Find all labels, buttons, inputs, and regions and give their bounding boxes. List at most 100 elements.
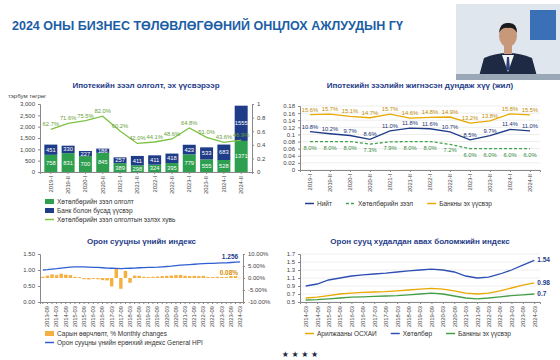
axis-line	[41, 173, 253, 175]
tick-mark	[185, 302, 186, 304]
tick-label: 2024-I	[507, 174, 513, 191]
legend-swatch	[305, 333, 314, 335]
tick-label: 0.2	[257, 156, 266, 162]
tick-label: 2018-03	[127, 306, 133, 327]
tick-mark	[189, 172, 190, 174]
tick-mark	[137, 172, 138, 174]
tick-mark	[162, 302, 163, 304]
tick: 2016-03	[349, 302, 355, 327]
tick-label: 1.1	[287, 275, 296, 281]
tick-mark	[230, 302, 231, 304]
tick-label: 2019-03	[145, 306, 151, 327]
bar	[235, 141, 248, 172]
tick: 0.02	[283, 160, 300, 166]
tick-label: 1.3	[287, 267, 296, 273]
grid-line	[300, 113, 540, 114]
tick-mark	[116, 302, 117, 304]
tick: 2014-03	[303, 302, 309, 327]
data-label: 7.2%	[443, 147, 456, 153]
bar	[147, 277, 150, 279]
line	[310, 114, 530, 123]
bar	[197, 276, 200, 278]
tick	[97, 302, 98, 304]
data-label: 44.1%	[146, 134, 162, 140]
tick-mark	[298, 106, 300, 107]
tick: 2019-I	[307, 170, 313, 190]
tick-mark	[221, 302, 222, 304]
tick: 2024-II	[527, 170, 533, 192]
tick: 2023-I	[186, 172, 192, 192]
tick-label: 2015-03	[326, 306, 332, 327]
tick-mark	[252, 118, 254, 119]
bar	[128, 278, 131, 283]
tick-label: 1.7	[287, 251, 296, 257]
legend-label: Орон сууцны үнийн ерөнхий индекс General…	[57, 339, 203, 347]
tick: 2022-I	[427, 170, 433, 190]
data-label: 71.6%	[60, 115, 76, 121]
tick: 1	[252, 101, 261, 107]
tick-mark	[208, 302, 209, 304]
data-label: 43.6%	[216, 134, 232, 140]
bar	[50, 274, 53, 278]
tick-mark	[68, 172, 69, 174]
tick	[116, 302, 117, 304]
data-label: 758	[46, 160, 56, 166]
tick: 2015-09	[337, 302, 343, 327]
tick-label: 2022-II	[169, 176, 175, 194]
tick-mark	[52, 302, 53, 304]
tick-mark	[534, 302, 535, 304]
bar	[41, 277, 44, 278]
tick-mark	[143, 302, 144, 304]
data-label: 845	[98, 159, 108, 165]
data-label: 10.2%	[322, 126, 338, 132]
data-label: 8.0%	[423, 145, 436, 151]
data-label: 11.8%	[402, 120, 418, 126]
tick	[52, 302, 53, 304]
tick: 0	[32, 169, 40, 175]
tick-label: 2023-II	[487, 174, 493, 192]
bar	[137, 276, 140, 278]
plot-marks	[44, 106, 247, 172]
tick-label: 2016-09	[360, 306, 366, 327]
tick-label: 2022-03	[200, 306, 206, 327]
tick-label: 2023-II	[203, 176, 209, 194]
tick-mark	[298, 278, 300, 279]
tick: 2022-09	[497, 302, 503, 327]
tick: 2022-II	[169, 172, 175, 194]
bar	[165, 154, 178, 163]
tick-mark	[443, 302, 444, 304]
bar	[165, 276, 168, 278]
data-label: 831	[63, 160, 73, 166]
tick-mark	[329, 302, 330, 304]
tick-mark	[466, 302, 467, 304]
tick: 2024-II	[238, 172, 244, 194]
data-label: 411	[150, 157, 159, 163]
bar	[211, 277, 214, 279]
tick-mark	[38, 270, 40, 271]
data-label: 6.0%	[523, 152, 536, 158]
data-label: 7.3%	[363, 147, 376, 153]
tick-mark	[171, 302, 172, 304]
tick: 2024-I	[507, 170, 513, 190]
tick-label: 0	[292, 167, 296, 173]
tick-mark	[56, 302, 57, 304]
tick-mark	[38, 302, 40, 303]
legend-item: Сарын өөрчлөлт, % Monthly changes	[45, 330, 168, 338]
bar	[142, 277, 145, 278]
bar	[105, 278, 108, 280]
data-label: 418	[167, 155, 177, 161]
data-label: 9.7%	[343, 128, 356, 134]
tick: 0.8	[252, 115, 266, 121]
tick-label: 2020-09	[173, 306, 179, 327]
legend-label: Хөтөлбөрийн зээл олголтын эзлэх хувь	[57, 216, 176, 224]
tick-label: 2020-II	[367, 174, 373, 192]
data-label: 298	[133, 166, 143, 172]
tick-mark	[203, 302, 204, 304]
tick-label: 0.6	[257, 129, 266, 135]
data-label: 11.0%	[382, 123, 398, 129]
bar	[183, 145, 196, 155]
bar	[110, 278, 113, 286]
tick: 1,500	[20, 135, 40, 141]
data-labels: 7588317008453892983243957795555281371451…	[43, 108, 250, 171]
axis-line	[301, 303, 541, 305]
